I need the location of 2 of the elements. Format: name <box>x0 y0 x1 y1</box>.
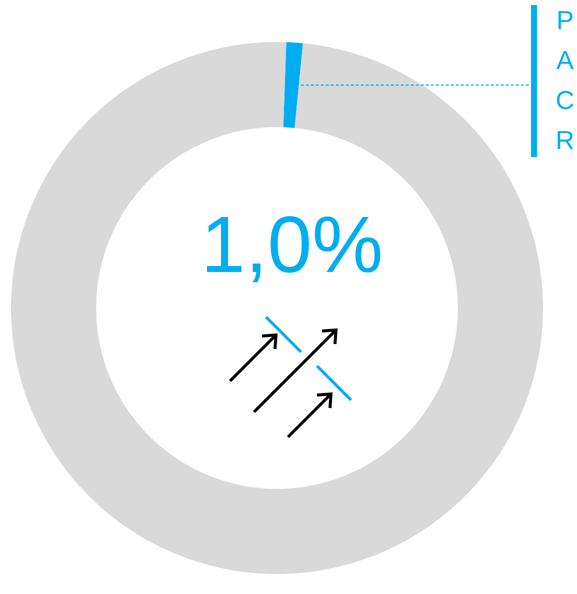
slice-label: PACR <box>556 5 574 156</box>
text: 1,0% <box>200 200 384 290</box>
